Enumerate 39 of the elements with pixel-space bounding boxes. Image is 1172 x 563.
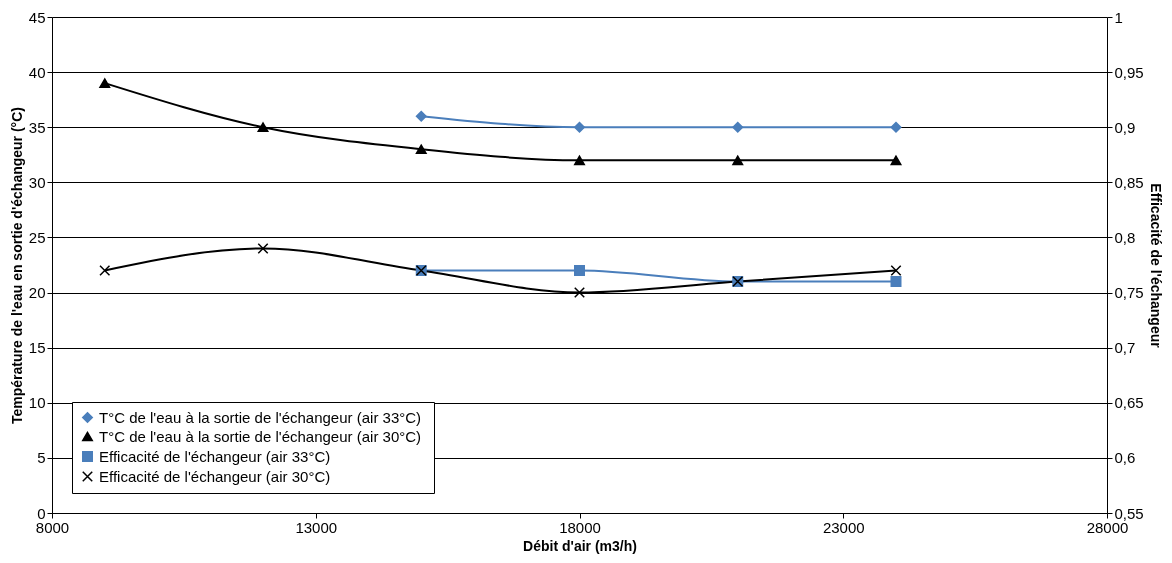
point xyxy=(415,144,427,155)
y2-tick-label: 0,7 xyxy=(1114,339,1136,357)
point xyxy=(415,110,427,122)
y-axis-title: Température de l'eau en sortie d'échangeur (°C) xyxy=(8,107,25,424)
point xyxy=(257,122,269,133)
point xyxy=(99,78,111,88)
point xyxy=(732,155,744,166)
y-tick-label: 35 xyxy=(28,118,46,136)
y-tick-label: 30 xyxy=(28,173,46,191)
x-axis-title: Débit d'air (m3/h) xyxy=(523,537,637,554)
y2-tick-label: 1 xyxy=(1114,8,1123,26)
y2-tick-label: 0,55 xyxy=(1114,504,1144,522)
y2-tick-label: 0,95 xyxy=(1114,63,1144,81)
x-tick-label: 18000 xyxy=(559,518,601,536)
y-tick-label: 10 xyxy=(28,394,46,412)
y2-tick-label: 0,65 xyxy=(1114,394,1144,412)
legend-label: Efficacité de l'échangeur (air 30°C) xyxy=(99,467,331,485)
legend-label: T°C de l'eau à la sortie de l'échangeur (air 33°C) xyxy=(99,408,422,426)
y2-axis-title: Efficacité de l'échangeur xyxy=(1147,183,1164,349)
x-tick-label: 23000 xyxy=(822,518,865,536)
y-tick-label: 5 xyxy=(37,449,46,467)
x-tick-label: 13000 xyxy=(295,518,338,536)
point xyxy=(732,121,744,133)
y2-tick-label: 0,75 xyxy=(1114,284,1144,302)
legend-label: T°C de l'eau à la sortie de l'échangeur (air 30°C) xyxy=(99,427,422,445)
y-tick-label: 25 xyxy=(28,228,46,246)
point xyxy=(890,121,902,133)
y-tick-label: 15 xyxy=(28,339,46,357)
y2-tick-label: 0,9 xyxy=(1114,118,1136,136)
point xyxy=(890,155,902,166)
point xyxy=(574,155,585,166)
y2-tick-label: 0,6 xyxy=(1114,449,1136,467)
point xyxy=(574,121,585,133)
y-tick-label: 40 xyxy=(28,63,46,81)
y2-tick-label: 0,8 xyxy=(1114,228,1136,246)
y-tick-label: 45 xyxy=(28,8,46,26)
y2-tick-label: 0,85 xyxy=(1114,173,1144,191)
legend-label: Efficacité de l'échangeur (air 33°C) xyxy=(99,447,331,465)
y-tick-label: 20 xyxy=(28,284,46,302)
